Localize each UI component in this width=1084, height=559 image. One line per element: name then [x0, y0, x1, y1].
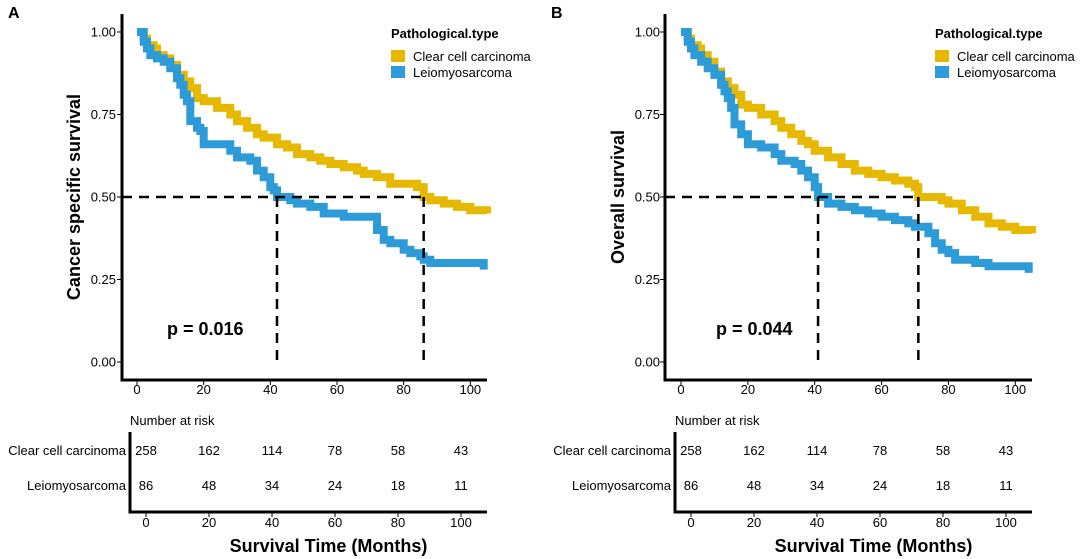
x-tick-label: 60 [330, 382, 344, 397]
x-tick-label: 0 [677, 382, 684, 397]
risk-value: 86 [139, 478, 153, 493]
risk-x-tick-label: 0 [687, 515, 694, 530]
y-tick-label: 1.00 [91, 25, 116, 40]
risk-x-tick-label: 60 [873, 515, 887, 530]
risk-x-tick-label: 60 [328, 515, 342, 530]
x-tick-label: 40 [807, 382, 821, 397]
risk-x-tick-label: 20 [747, 515, 761, 530]
x-tick-label: 20 [741, 382, 755, 397]
risk-value: 78 [873, 443, 887, 458]
risk-x-tick-label: 40 [265, 515, 279, 530]
x-tick-label: 80 [396, 382, 410, 397]
panel-b: B 0.00 0.25 0.50 0.75 1.00 0 20 40 60 80 100 Overall… [551, 5, 1076, 556]
risk-value: 258 [135, 443, 157, 458]
x-tick-label: 60 [874, 382, 888, 397]
risk-x-tick-label: 80 [936, 515, 950, 530]
risk-x-tick-label: 100 [995, 515, 1017, 530]
risk-value: 48 [747, 478, 761, 493]
x-tick-label: 100 [459, 382, 481, 397]
risk-row-label: Clear cell carcinoma [553, 443, 672, 458]
risk-value: 114 [262, 443, 283, 458]
p-value: p = 0.044 [716, 319, 793, 339]
panel-letter: A [8, 5, 20, 22]
legend-label: Leiomyosarcoma [413, 65, 513, 80]
risk-table-title: Number at risk [130, 413, 215, 428]
y-tick-label: 0.00 [635, 355, 660, 370]
risk-table-title: Number at risk [675, 413, 760, 428]
legend-swatch [935, 66, 949, 78]
y-axis-label: Overall survival [608, 130, 628, 264]
risk-value: 18 [391, 478, 405, 493]
risk-row-label: Leiomyosarcoma [27, 478, 127, 493]
x-tick-label: 100 [1004, 382, 1026, 397]
risk-value: 24 [328, 478, 342, 493]
risk-value: 48 [202, 478, 216, 493]
x-axis-label: Survival Time (Months) [775, 536, 973, 556]
legend-swatch [935, 50, 949, 62]
risk-value: 58 [936, 443, 950, 458]
legend-swatch [391, 50, 405, 62]
p-value: p = 0.016 [167, 319, 244, 339]
legend-title: Pathological.type [391, 26, 499, 41]
y-tick-label: 0.75 [635, 107, 660, 122]
risk-row-label: Leiomyosarcoma [572, 478, 672, 493]
y-tick-label: 0.00 [91, 355, 116, 370]
risk-x-tick-label: 80 [391, 515, 405, 530]
survival-curve-leiomyosarcoma [137, 28, 488, 270]
risk-value: 78 [328, 443, 342, 458]
y-tick-label: 0.25 [91, 272, 116, 287]
risk-value: 11 [999, 478, 1013, 493]
y-tick-label: 1.00 [635, 25, 660, 40]
risk-value: 162 [743, 443, 765, 458]
panel-a: A 0.00 0.25 0.50 0.75 1.00 0 20 40 60 80 100 Cancer … [8, 5, 532, 556]
risk-value: 34 [810, 478, 824, 493]
risk-row-label: Clear cell carcinoma [8, 443, 127, 458]
risk-value: 18 [936, 478, 950, 493]
legend-label: Clear cell carcinoma [413, 49, 532, 64]
risk-value: 258 [680, 443, 702, 458]
y-tick-label: 0.50 [91, 190, 116, 205]
x-tick-label: 40 [263, 382, 277, 397]
risk-value: 43 [999, 443, 1013, 458]
legend-title: Pathological.type [935, 26, 1043, 41]
risk-value: 24 [873, 478, 887, 493]
y-tick-label: 0.50 [635, 190, 660, 205]
risk-value: 43 [454, 443, 468, 458]
survival-curve-leiomyosarcoma [681, 28, 1033, 273]
risk-value: 11 [454, 478, 468, 493]
panel-letter: B [551, 5, 563, 22]
risk-x-tick-label: 40 [810, 515, 824, 530]
y-tick-label: 0.75 [91, 107, 116, 122]
x-tick-label: 0 [133, 382, 140, 397]
risk-value: 58 [391, 443, 405, 458]
x-axis-label: Survival Time (Months) [230, 536, 428, 556]
risk-value: 114 [807, 443, 828, 458]
legend-label: Leiomyosarcoma [957, 65, 1057, 80]
risk-value: 86 [684, 478, 698, 493]
risk-x-tick-label: 100 [450, 515, 472, 530]
risk-value: 162 [198, 443, 220, 458]
x-tick-label: 20 [196, 382, 210, 397]
y-axis-label: Cancer specific survival [64, 94, 84, 300]
risk-value: 34 [265, 478, 279, 493]
legend-swatch [391, 66, 405, 78]
legend-label: Clear cell carcinoma [957, 49, 1076, 64]
risk-x-tick-label: 0 [142, 515, 149, 530]
risk-x-tick-label: 20 [202, 515, 216, 530]
y-tick-label: 0.25 [635, 272, 660, 287]
x-tick-label: 80 [941, 382, 955, 397]
